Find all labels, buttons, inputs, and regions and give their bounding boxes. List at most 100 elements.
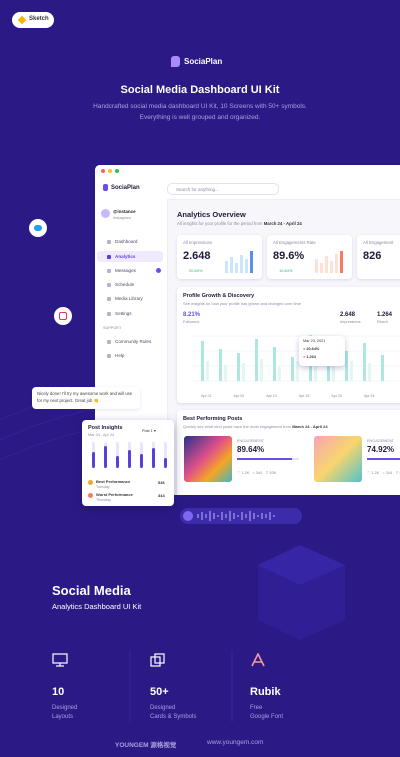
metric-label: Reach bbox=[377, 320, 388, 324]
post-image bbox=[314, 436, 362, 482]
instagram-glyph bbox=[59, 312, 67, 320]
nav-item[interactable]: Help bbox=[107, 353, 124, 358]
logo-text: SociaPlan bbox=[184, 57, 223, 66]
comments: 344 bbox=[385, 471, 393, 475]
card-subtitle: See insights on how your profile has gro… bbox=[183, 301, 302, 306]
post-stats: ♡ 1.2K ○ 344 ⇪ 536 bbox=[367, 470, 400, 475]
best-day: Tuesday bbox=[96, 485, 110, 489]
shares: 536 bbox=[269, 471, 276, 475]
comment-text: Nicely done! I'll try my awesome work an… bbox=[37, 391, 133, 403]
x-label: Apr 15 bbox=[298, 394, 310, 398]
metric-value: 8.21% bbox=[183, 312, 201, 318]
x-label: Apr 20 bbox=[331, 394, 342, 398]
nav-item[interactable]: Settings bbox=[107, 311, 132, 316]
x-label: Apr 10 bbox=[266, 394, 277, 398]
worst-dot bbox=[88, 493, 93, 498]
card-title: Best Performing Posts bbox=[183, 416, 243, 422]
post-value: 89.64% bbox=[237, 445, 265, 454]
stat-value: 826 bbox=[363, 250, 382, 262]
metric-value: 1.264 bbox=[377, 312, 393, 318]
feature-label: Cards & Symbols bbox=[150, 714, 197, 720]
tooltip-row: ● 1.264 bbox=[303, 355, 316, 359]
search-box[interactable]: Search for anything... bbox=[167, 183, 279, 195]
feature-label: Designed bbox=[150, 705, 176, 711]
nav-label: Media Library bbox=[115, 296, 143, 301]
progress-track bbox=[237, 458, 299, 460]
best-label: Best Performance bbox=[96, 479, 131, 484]
tooltip-value: 20.64% bbox=[306, 347, 320, 351]
post-insights: Post Insights Mar 24 - Apr 24 Post 1 ▾ B… bbox=[82, 420, 174, 506]
post-stats: ♡ 1.2K ○ 344 ⇪ 536 bbox=[237, 471, 276, 475]
post-image bbox=[184, 436, 232, 482]
worst-day: Thursday bbox=[96, 498, 111, 502]
stat-card: All Engagement 826 bbox=[357, 235, 400, 279]
logo-icon bbox=[103, 184, 108, 191]
nav-label: Schedule bbox=[115, 282, 135, 287]
page-title: Analytics Overview bbox=[177, 210, 246, 219]
feature-value: Rubik bbox=[250, 686, 281, 698]
worst-value: 344 bbox=[158, 493, 165, 498]
stat-label: All Engagements Rate bbox=[273, 240, 316, 245]
tooltip-value: 1.264 bbox=[306, 355, 316, 359]
best-dot bbox=[88, 480, 93, 485]
best-value: 536 bbox=[158, 480, 165, 485]
comment-bubble: Nicely done! I'll try my awesome work an… bbox=[32, 387, 140, 409]
mini-bars bbox=[315, 251, 343, 273]
instagram-icon bbox=[54, 307, 72, 325]
nav-label: Analytics bbox=[115, 254, 136, 259]
card-subtitle: Quickly see what kind posts have the mos… bbox=[183, 424, 328, 429]
metric-label: Impressions bbox=[340, 320, 361, 324]
filter-text: Post 1 bbox=[142, 429, 153, 433]
subtitle: Handcrafted social media dashboard UI Ki… bbox=[93, 103, 307, 110]
play-button[interactable] bbox=[183, 511, 193, 521]
waveform bbox=[197, 511, 275, 521]
tooltip-row: ● 20.64% bbox=[303, 347, 320, 351]
likes: 1.2K bbox=[371, 471, 380, 475]
progress-fill bbox=[237, 458, 292, 460]
nav-item[interactable]: Community Rules bbox=[107, 339, 151, 344]
x-label: Apr 01 bbox=[201, 394, 212, 398]
section-title: Social Media bbox=[52, 583, 131, 598]
title: Social Media Dashboard UI Kit bbox=[120, 84, 280, 96]
section-subtitle: Analytics Dashboard UI Kit bbox=[52, 602, 142, 611]
nav-item[interactable]: Dashboard bbox=[107, 239, 137, 244]
twitter-icon bbox=[29, 219, 47, 237]
insights-period: Mar 24 - Apr 24 bbox=[88, 433, 115, 437]
stat-value: 89.6% bbox=[273, 250, 305, 262]
nav-item[interactable]: Schedule bbox=[107, 282, 134, 287]
likes: 1.2K bbox=[241, 471, 250, 475]
cards-icon bbox=[150, 653, 165, 667]
credit-url: www.youngem.com bbox=[207, 739, 264, 746]
notification-dot bbox=[156, 268, 161, 273]
page-subtitle: All insights for your profile for the pe… bbox=[177, 221, 302, 226]
growth-card: Profile Growth & Discovery See insights … bbox=[177, 287, 400, 403]
nav-label: Settings bbox=[115, 311, 132, 316]
stat-label: All Engagement bbox=[363, 240, 394, 245]
stat-card: All Engagements Rate 89.6% 10.64% bbox=[267, 235, 352, 279]
metric-value: 2.648 bbox=[340, 312, 356, 318]
nav-label: Community Rules bbox=[115, 339, 152, 344]
nav-item[interactable]: Analytics bbox=[107, 254, 135, 259]
nav-item[interactable]: Messages bbox=[107, 268, 136, 273]
monitor-icon bbox=[52, 653, 68, 667]
nav-active bbox=[97, 251, 163, 262]
audio-player[interactable] bbox=[180, 508, 302, 524]
nav-item[interactable]: Media Library bbox=[107, 296, 143, 301]
nav-label: Dashboard bbox=[115, 239, 138, 244]
period: March 24 - April 24 bbox=[263, 221, 302, 226]
sketch-icon bbox=[17, 15, 27, 25]
worst-label: Worst Performance bbox=[96, 492, 133, 497]
tooltip-date: Mar 23, 2021 bbox=[303, 339, 326, 343]
insights-filter[interactable]: Post 1 ▾ bbox=[142, 429, 156, 433]
metric-label: Followers bbox=[183, 320, 200, 324]
x-label: Apr 05 bbox=[233, 394, 245, 398]
comments: 344 bbox=[255, 471, 263, 475]
badge-text: Sketch bbox=[29, 16, 49, 22]
nav-label: Messages bbox=[115, 268, 136, 273]
window-dot bbox=[115, 169, 119, 173]
stat-change: 10.64% bbox=[279, 268, 293, 273]
subtitle-text: Quickly see what kind posts have the mos… bbox=[183, 424, 292, 429]
mini-bars bbox=[225, 251, 253, 273]
